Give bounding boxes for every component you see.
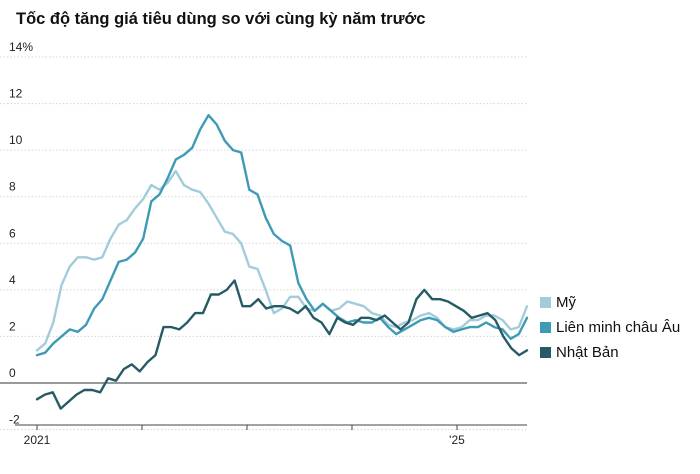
legend-item-eu: Liên minh châu Âu (540, 315, 680, 340)
grid-lines (0, 56, 527, 431)
x-tick-label: 2021 (24, 433, 51, 447)
legend: Mỹ Liên minh châu Âu Nhật Bản (540, 290, 680, 365)
y-tick-label: 6 (9, 226, 16, 240)
y-tick-label: 8 (9, 180, 16, 194)
legend-swatch-us (540, 297, 551, 308)
chart-title: Tốc độ tăng giá tiêu dùng so với cùng kỳ… (16, 10, 426, 28)
legend-label-eu: Liên minh châu Âu (556, 319, 681, 336)
x-tick-label: '25 (449, 433, 465, 447)
series-line-eu (35, 113, 529, 357)
y-tick-label: 2 (9, 319, 16, 333)
series-lines (35, 113, 529, 410)
legend-label-japan: Nhật Bản (556, 344, 619, 361)
y-tick-label: 10 (9, 133, 23, 147)
legend-item-japan: Nhật Bản (540, 340, 680, 365)
legend-item-us: Mỹ (540, 290, 680, 315)
series-line-us (35, 169, 529, 352)
y-tick-label: 4 (9, 273, 16, 287)
y-tick-label: 0 (9, 366, 16, 380)
y-tick-label: 14% (9, 40, 33, 54)
legend-swatch-eu (540, 322, 551, 333)
y-tick-label: 12 (9, 87, 23, 101)
y-axis-tick-labels: -2 0 2 4 6 8 10 12 14% (9, 40, 33, 427)
x-axis: 2021 '25 (15, 424, 527, 447)
series-line-japan (35, 279, 529, 410)
legend-label-us: Mỹ (556, 294, 576, 311)
y-tick-label: -2 (9, 413, 20, 427)
legend-swatch-japan (540, 347, 551, 358)
